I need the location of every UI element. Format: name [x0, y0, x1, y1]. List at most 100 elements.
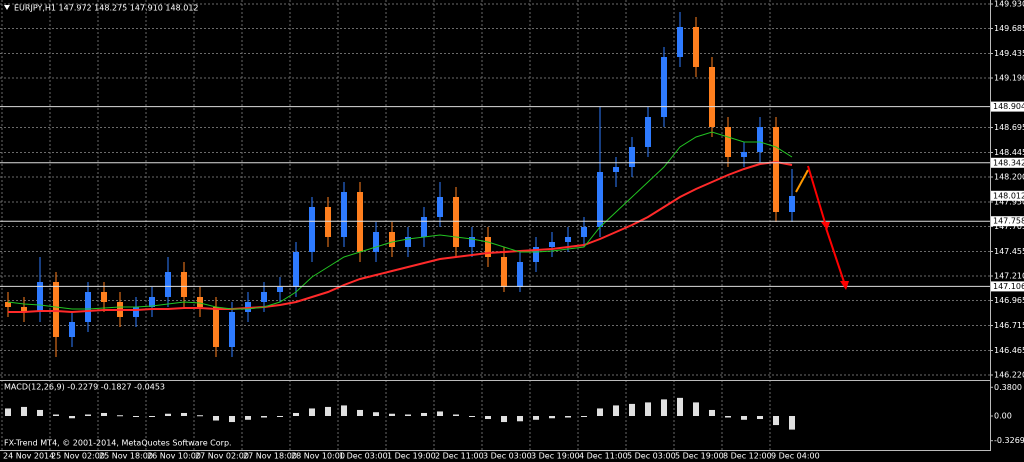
macd-bar [373, 412, 379, 416]
moving-average [7, 131, 793, 310]
macd-bar [677, 397, 683, 416]
candle-body [789, 196, 795, 212]
candle-body [421, 217, 427, 237]
candle-body [309, 207, 315, 252]
x-tick-label: 3 Dec 03:00 [483, 452, 532, 461]
y-tick-label: 148.695 [994, 123, 1024, 132]
candle-body [469, 237, 475, 247]
macd-tick-label: 0.3800 [994, 383, 1022, 392]
candle-body [229, 312, 235, 347]
level-tag [991, 101, 1024, 112]
x-tick-label: 5 Dec 03:00 [627, 452, 676, 461]
macd-bar [229, 416, 235, 423]
candle-body [517, 262, 523, 287]
candle-body [101, 292, 107, 302]
macd-bar [725, 416, 731, 418]
price-label: 148.012 [993, 191, 1024, 200]
x-tick-label: 4 Dec 11:00 [579, 452, 628, 461]
level-label: 148.342 [993, 158, 1024, 167]
candle-body [613, 167, 619, 172]
candle-body [757, 127, 763, 152]
macd-bar [757, 416, 763, 420]
y-tick-label: 148.445 [994, 148, 1024, 157]
macd-bar [245, 416, 251, 420]
x-tick-label: 1 Dec 03:00 [339, 452, 388, 461]
macd-bar [613, 405, 619, 416]
macd-bar [485, 416, 491, 420]
macd-bar [469, 416, 475, 417]
orange-stroke [795, 169, 809, 193]
candle-body [709, 67, 715, 127]
candle-body [453, 197, 459, 247]
x-tick-label: 25 Nov 18:00 [99, 452, 153, 461]
candle-body [261, 292, 267, 302]
macd-bar [709, 409, 715, 416]
macd-bar [5, 408, 11, 416]
macd-bar [181, 412, 187, 416]
macd-bar [421, 412, 427, 416]
candle-body [373, 232, 379, 252]
macd-label: MACD(12,26,9) -0.2279 -0.1827 -0.0453 [4, 383, 165, 392]
chart-title: EURJPY,H1 147.972 148.275 147.910 148.01… [14, 4, 199, 13]
candle-body [277, 287, 283, 292]
y-tick-label: 149.685 [994, 24, 1024, 33]
macd-bar [645, 402, 651, 416]
candle-body [677, 27, 683, 57]
macd-bar [741, 416, 747, 420]
macd-bar [261, 416, 267, 418]
footer: FX-Trend MT4, © 2001-2014, MetaQuotes So… [4, 439, 232, 448]
candle-body [5, 302, 11, 307]
macd-bar [437, 411, 443, 416]
x-tick-label: 25 Nov 02:00 [51, 452, 105, 461]
macd-bar [357, 409, 363, 416]
macd-bar [69, 416, 75, 419]
price-tag [991, 190, 1024, 201]
red-arrow-head [821, 222, 830, 230]
x-tick-label: 5 Dec 19:00 [675, 452, 724, 461]
x-tick-label: 24 Nov 2014 [3, 452, 54, 461]
candle-body [485, 237, 491, 257]
macd-tick-label: -0.3269 [994, 436, 1024, 445]
macd-bar [773, 416, 779, 426]
level-tag [991, 157, 1024, 168]
candle-body [773, 127, 779, 212]
macd-bar [341, 405, 347, 416]
candle-body [85, 292, 91, 322]
x-tick-label: 28 Nov 10:00 [291, 452, 345, 461]
x-tick-label: 27 Nov 18:00 [243, 452, 297, 461]
y-tick-label: 147.455 [994, 247, 1024, 256]
macd-bar [597, 408, 603, 416]
y-tick-label: 146.965 [994, 296, 1024, 305]
candle-body [21, 307, 27, 312]
y-tick-label: 147.210 [994, 272, 1024, 281]
candle-body [213, 307, 219, 347]
y-tick-label: 149.435 [994, 49, 1024, 58]
macd-bar [517, 416, 523, 422]
macd-bar [389, 413, 395, 416]
candle-body [565, 237, 571, 242]
level-tag [991, 216, 1024, 227]
y-tick-label: 147.705 [994, 222, 1024, 231]
candle-body [37, 282, 43, 312]
grid [0, 0, 990, 450]
x-tick-label: 9 Dec 04:00 [771, 452, 820, 461]
x-tick-label: 26 Nov 10:00 [147, 452, 201, 461]
candle-body [149, 297, 155, 307]
macd-bar [581, 416, 587, 417]
macd-bar [309, 408, 315, 416]
candle-body [325, 207, 331, 237]
macd-bar [693, 402, 699, 416]
symbol-icon [4, 5, 10, 10]
candle-body [389, 232, 395, 247]
x-tick-label: 2 Dec 11:00 [435, 452, 484, 461]
candle-body [629, 147, 635, 167]
macd-bar [53, 414, 59, 416]
macd-bar [149, 416, 155, 417]
level-label: 147.106 [993, 282, 1024, 291]
y-tick-label: 148.200 [994, 173, 1024, 182]
macd-bar [37, 409, 43, 416]
macd-bar [565, 416, 571, 418]
macd-bar [533, 416, 539, 420]
